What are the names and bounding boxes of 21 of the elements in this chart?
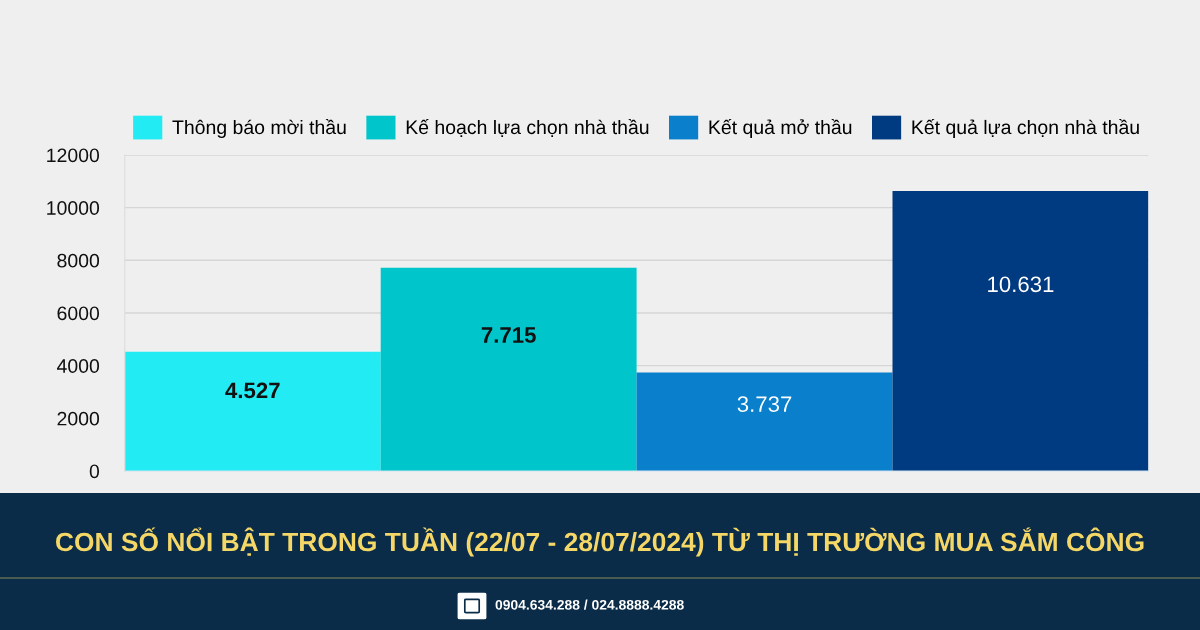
y-tick-label: 12000 bbox=[47, 148, 100, 163]
bar bbox=[636, 372, 893, 471]
bar bbox=[892, 191, 1149, 471]
data-label: 10.631 bbox=[988, 276, 1054, 293]
data-label: 7.715 bbox=[481, 327, 536, 343]
text: CON SỐ NỔI BẬT TRONG TUẦN (22/07 - 28/07/2024) TỪ THỊ TRƯỜNG MUA SẮM CÔNG bbox=[56, 527, 1144, 557]
legend-label: Kết quả lựa chọn nhà thầu bbox=[912, 119, 1139, 139]
y-tick-label: 2000 bbox=[57, 411, 100, 426]
data-label: 4.527 bbox=[225, 382, 280, 399]
y-tick-label: 0 bbox=[89, 464, 100, 479]
y-tick-label: 6000 bbox=[57, 306, 100, 321]
text: 0904.634.288 / 024.8888.4288 bbox=[495, 599, 684, 610]
bar bbox=[380, 267, 637, 471]
bar bbox=[124, 351, 381, 471]
y-tick-label: 8000 bbox=[57, 253, 100, 268]
y-tick-label: 4000 bbox=[56, 359, 100, 373]
y-tick-label: 10000 bbox=[47, 201, 100, 215]
legend-label: Kết quả mở thầu bbox=[709, 119, 852, 139]
legend-label: Kế hoạch lựa chọn nhà thầu bbox=[406, 119, 649, 137]
legend-label: Thông báo mời thầu bbox=[172, 119, 346, 139]
data-label: 3.737 bbox=[737, 396, 792, 412]
